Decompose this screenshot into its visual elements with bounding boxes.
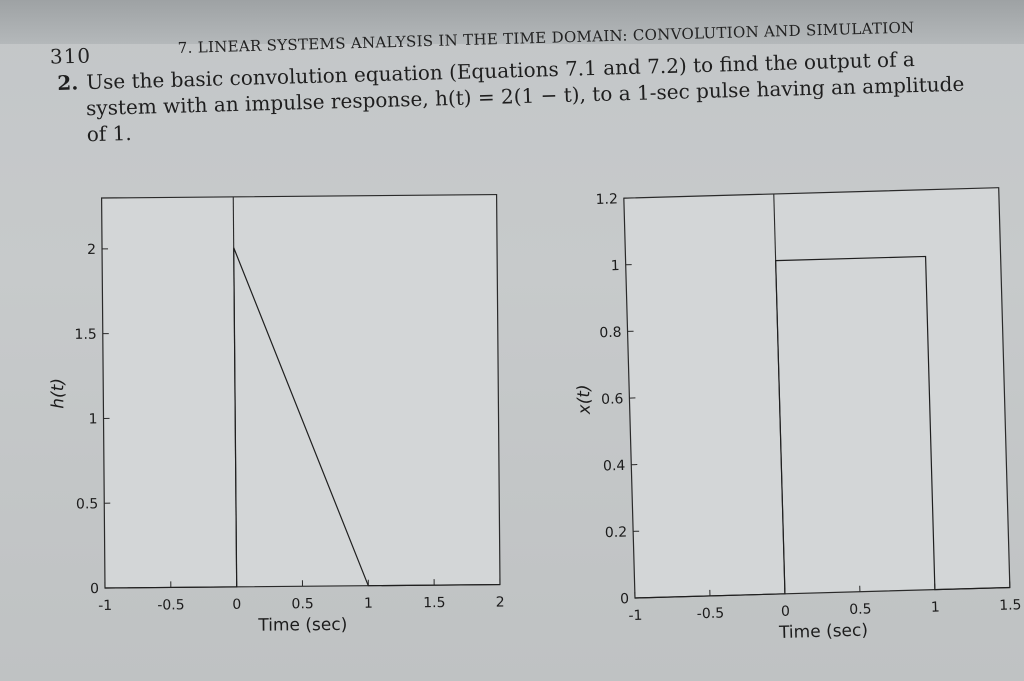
chart-0-x-tick-label: -1 (98, 598, 112, 614)
chart-0-x-axis-label: Time (sec) (257, 615, 347, 636)
chart-1-plot-frame (623, 187, 1011, 599)
page-top-edge (0, 0, 1024, 44)
chart-1-y-tick-label: 1 (611, 258, 620, 274)
chart-1-x-axis-label: Time (sec) (778, 621, 868, 644)
chart-0-x-tick-label: 2 (496, 595, 505, 611)
impulse-response-svg: -1 -0.5 0 0.5 1 1.5 2 0 0.5 1 1.5 2 Time (sec) h(t) (48, 193, 505, 636)
chart-0-y-tick-label: 1 (89, 411, 98, 427)
chart-1-x-tick-label: 1.5 (999, 597, 1022, 614)
chart-0-x-tick-label: 0 (232, 597, 241, 613)
chart-0-series-line-0 (104, 247, 500, 589)
chart-0-y-tick-label: 0 (90, 581, 99, 597)
chart-1-x-tick-label: 0.5 (849, 601, 872, 618)
chart-1-x-tick-label: 1 (931, 599, 940, 615)
chart-1-y-tick-label: 1.2 (595, 191, 618, 208)
chart-1-x-tick-label: -0.5 (697, 606, 725, 623)
chart-0-x-tick-label: 1.5 (423, 595, 445, 611)
chart-0-x-tick-label: -0.5 (157, 597, 184, 613)
chart-0-x-tick-label: 1 (364, 596, 373, 612)
chart-1-y-tick-label: 0.8 (599, 325, 622, 342)
chart-0-x-tick-label: 0.5 (291, 596, 313, 612)
chart-0-y-axis-label: h(t) (48, 378, 68, 409)
chart-1-y-tick-label: 0.6 (601, 391, 624, 408)
chart-1-series-line-0 (634, 255, 1010, 599)
chart-0-y-tick-label: 1.5 (74, 327, 96, 343)
impulse-response-plot: -1 -0.5 0 0.5 1 1.5 2 0 0.5 1 1.5 2 Time (sec) h(t) (48, 193, 505, 636)
chart-1-y-tick-label: 0.2 (605, 525, 628, 542)
chart-0-y-tick-label: 0.5 (76, 496, 98, 512)
chart-1-x-tick-label: -1 (628, 608, 642, 624)
chart-1-y-tick-label: 0.4 (603, 458, 626, 475)
chart-1-x-tick-label: 0 (781, 604, 790, 620)
chart-1-y-tick-label: 0 (620, 591, 629, 607)
chart-1-y-axis-label: x(t) (574, 384, 595, 416)
chart-0-y-tick-label: 2 (87, 242, 96, 258)
